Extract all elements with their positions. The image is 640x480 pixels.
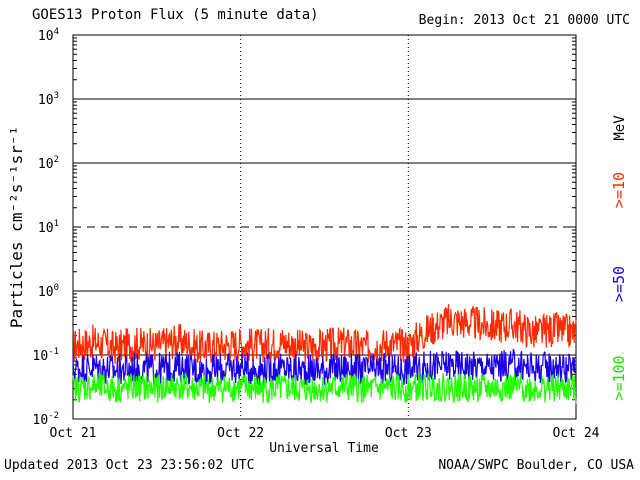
series-line-ge100 <box>72 372 577 405</box>
y-tick-label: 10-2 <box>33 411 60 428</box>
y-tick-label: 100 <box>38 283 59 300</box>
x-axis-label: Universal Time <box>269 441 379 456</box>
y-tick-layer: 10-2 10-1 100 101 102 103 104 <box>33 27 60 428</box>
x-tick-label: Oct 21 <box>50 426 97 441</box>
y-axis-label: Particles cm⁻²s⁻¹sr⁻¹ <box>7 126 26 328</box>
updated-timestamp: Updated 2013 Oct 23 23:56:02 UTC <box>4 458 255 473</box>
series-line-ge50 <box>72 349 577 388</box>
series-line-ge10 <box>72 304 577 365</box>
legend-ge100: >=100 <box>610 355 628 400</box>
energy-unit-label: MeV <box>612 115 628 141</box>
y-tick-label: 102 <box>38 155 59 172</box>
begin-time-label: Begin: 2013 Oct 21 0000 UTC <box>418 13 630 28</box>
legend-ge50: >=50 <box>610 266 628 302</box>
series-layer <box>72 304 577 405</box>
y-tick-label: 104 <box>38 27 59 44</box>
x-tick-label: Oct 23 <box>385 426 432 441</box>
y-tick-label: 101 <box>38 219 59 236</box>
y-tick-label: 10-1 <box>33 347 60 364</box>
credit-label: NOAA/SWPC Boulder, CO USA <box>438 458 634 473</box>
x-tick-layer: Oct 21 Oct 22 Oct 23 Oct 24 <box>50 426 600 441</box>
chart-title: GOES13 Proton Flux (5 minute data) <box>32 7 319 23</box>
x-tick-label: Oct 24 <box>553 426 600 441</box>
y-tick-label: 103 <box>38 91 59 108</box>
legend-ge10: >=10 <box>610 172 628 208</box>
x-tick-label: Oct 22 <box>217 426 264 441</box>
